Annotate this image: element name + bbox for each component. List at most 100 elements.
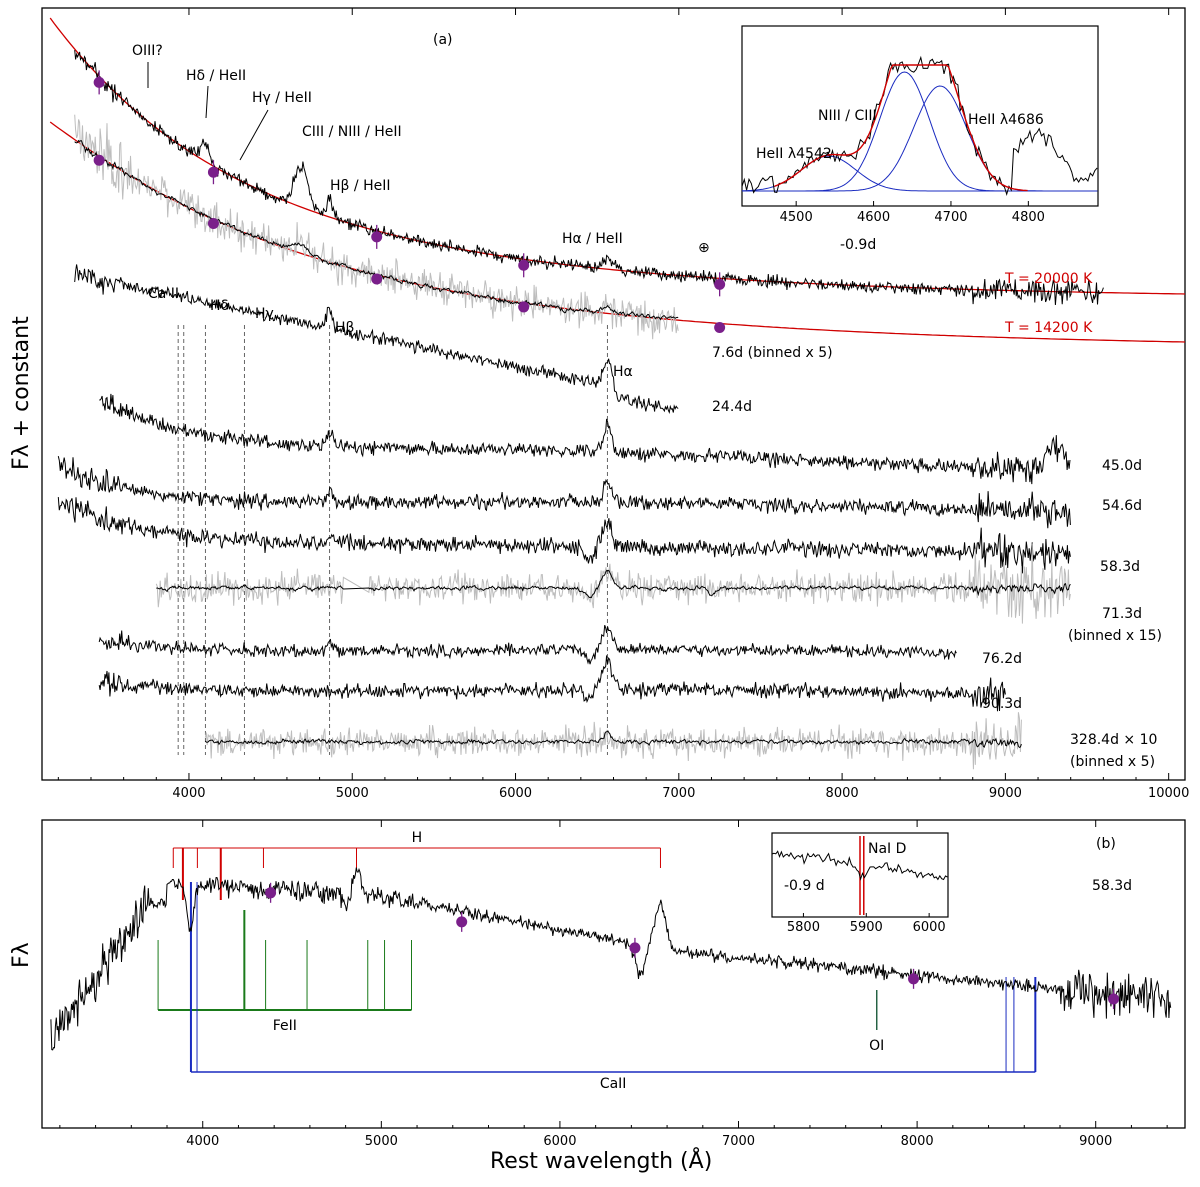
spectrum-0 — [74, 50, 1104, 306]
phot-point-a1-0 — [93, 76, 105, 88]
b-tick-label-1: 5000 — [365, 1134, 398, 1149]
panel-b-x-ticks: 4000 5000 6000 7000 8000 9000 — [59, 820, 1168, 1149]
inset-b-content: 5800 5900 6000 — [771, 836, 948, 935]
line-id-hdelta-heii: Hδ / HeII — [186, 68, 246, 84]
spectrum-5 — [57, 497, 1071, 574]
panel-a: 4000 5000 6000 7000 8000 9000 10000 (a) OIII? … — [41, 7, 1189, 801]
line-id-ciii-niii-heii: CIII / NIII / HeII — [302, 124, 402, 140]
line-id-caii: Ca II — [148, 286, 179, 302]
line-id-oiii: OIII? — [132, 43, 163, 59]
phot-point-a1-3 — [518, 259, 530, 271]
line-id-hbeta: Hβ — [335, 320, 354, 336]
line-id-hdelta-marker — [205, 85, 209, 119]
spectrum-raw-9 — [204, 712, 1022, 770]
phot-point-a1-1 — [207, 166, 219, 178]
panel-b-inset: 5800 5900 6000 NaI D -0.9 d — [771, 832, 949, 935]
inset-a-content: 4500 4600 4700 4800 — [741, 55, 1098, 225]
blackbody-20000-label: T = 20000 K — [1004, 271, 1093, 287]
epoch-label-0: -0.9d — [840, 237, 876, 253]
b-tick-label-5: 9000 — [1079, 1134, 1112, 1149]
a-tick-label-0: 4000 — [172, 786, 205, 801]
panel-b-line-ids: H FeII OI CaII — [157, 830, 1037, 1092]
spectrum-4 — [57, 455, 1071, 529]
epoch-label-2: 24.4d — [712, 399, 752, 415]
oi-label: OI — [869, 1038, 884, 1054]
line-id-hdelta: Hδ — [210, 298, 229, 314]
phot-point-a2-2 — [371, 273, 383, 285]
line-id-hbeta-heii: Hβ / HeII — [330, 178, 390, 194]
phot-point-a2-3 — [518, 301, 530, 313]
inset-b-spectrum — [771, 850, 948, 881]
panel-a-line-markers — [177, 325, 608, 755]
b-phot-point-0 — [265, 887, 277, 899]
b-tick-label-3: 7000 — [722, 1134, 755, 1149]
panel-a-epoch-labels: -0.9d 7.6d (binned x 5) 24.4d 45.0d 54.6… — [712, 237, 1162, 770]
phot-point-a1-4 — [714, 278, 726, 290]
b-phot-point-1 — [456, 916, 468, 928]
spectrum-9 — [204, 730, 1022, 749]
b-phot-point-2 — [629, 942, 641, 954]
x-axis-label: Rest wavelength (Å) — [490, 1147, 712, 1174]
panel-b-photometry — [265, 882, 1120, 1009]
telluric-symbol: ⊕ — [698, 240, 710, 256]
spectrum-3 — [99, 393, 1071, 485]
spectrum-raw-6 — [155, 543, 1071, 624]
panel-b-y-label: Fλ — [9, 942, 34, 968]
inset-b-nai-label: NaI D — [868, 841, 906, 857]
inset-a-tick-label-1: 4600 — [857, 210, 890, 225]
panel-a-spectra — [57, 50, 1104, 770]
b-phot-point-4 — [1108, 993, 1120, 1005]
a-tick-label-5: 9000 — [989, 786, 1022, 801]
panel-b-spectrum — [50, 867, 1172, 1051]
epoch-label-8: 90.3d — [982, 696, 1022, 712]
a-tick-label-3: 7000 — [662, 786, 695, 801]
inset-a-tick-label-3: 4800 — [1012, 210, 1045, 225]
epoch-label-9-line1: 328.4d × 10 — [1070, 732, 1157, 748]
epoch-label-5: 58.3d — [1100, 559, 1140, 575]
feii-group-label: FeII — [273, 1018, 297, 1034]
a-tick-label-2: 6000 — [499, 786, 532, 801]
a-tick-label-1: 5000 — [336, 786, 369, 801]
inset-component-2 — [742, 85, 1098, 192]
panel-b-epoch: 58.3d — [1092, 878, 1132, 894]
blackbody-14200-label: T = 14200 K — [1004, 320, 1093, 336]
line-id-halpha-heii: Hα / HeII — [562, 231, 623, 247]
panel-b-spectrum-line — [50, 867, 1172, 1051]
phot-point-a2-4 — [714, 321, 726, 333]
a-tick-label-6: 10000 — [1148, 786, 1189, 801]
b-tick-label-2: 6000 — [543, 1134, 576, 1149]
inset-b-tick-label-1: 5900 — [850, 920, 883, 935]
panel-b: 4000 5000 6000 7000 8000 9000 H FeII OI CaII (b)… — [41, 819, 1186, 1149]
spectrum-7 — [98, 625, 957, 665]
line-id-hgamma-heii: Hγ / HeII — [252, 90, 312, 106]
caii-group-label: CaII — [600, 1076, 627, 1092]
inset-label-niii-ciii: NIII / CIII — [818, 108, 877, 124]
inset-a-tick-label-0: 4500 — [780, 210, 813, 225]
b-tick-label-4: 8000 — [901, 1134, 934, 1149]
epoch-label-6-line1: 71.3d — [1102, 606, 1142, 622]
panel-b-label: (b) — [1096, 836, 1116, 852]
epoch-label-3: 45.0d — [1102, 458, 1142, 474]
inset-a-tick-label-2: 4700 — [934, 210, 967, 225]
panel-a-x-ticks: 4000 5000 6000 7000 8000 9000 10000 — [57, 8, 1189, 801]
line-id-hgamma-marker — [239, 109, 269, 161]
line-id-hgamma: Hγ — [255, 306, 274, 322]
inset-b-tick-label-2: 6000 — [913, 920, 946, 935]
spectrum-8 — [98, 655, 1006, 712]
b-tick-label-0: 4000 — [186, 1134, 219, 1149]
epoch-label-7: 76.2d — [982, 651, 1022, 667]
phot-point-a2-0 — [93, 154, 105, 166]
phot-point-a2-1 — [207, 217, 219, 229]
panel-a-inset: 4500 4600 4700 4800 HeII λ4542 NIII / CIII … — [741, 25, 1099, 225]
line-id-halpha: Hα — [613, 364, 633, 380]
phot-point-a1-2 — [371, 231, 383, 243]
inset-fit — [774, 64, 1028, 192]
a-tick-label-4: 8000 — [826, 786, 859, 801]
inset-label-heii-4686: HeII λ4686 — [968, 112, 1044, 128]
inset-b-epoch: -0.9 d — [784, 878, 825, 894]
panel-a-y-label: Fλ + constant — [9, 316, 34, 470]
inset-b-tick-label-0: 5800 — [787, 920, 820, 935]
b-phot-point-3 — [908, 973, 920, 985]
inset-label-heii-4542: HeII λ4542 — [756, 146, 832, 162]
